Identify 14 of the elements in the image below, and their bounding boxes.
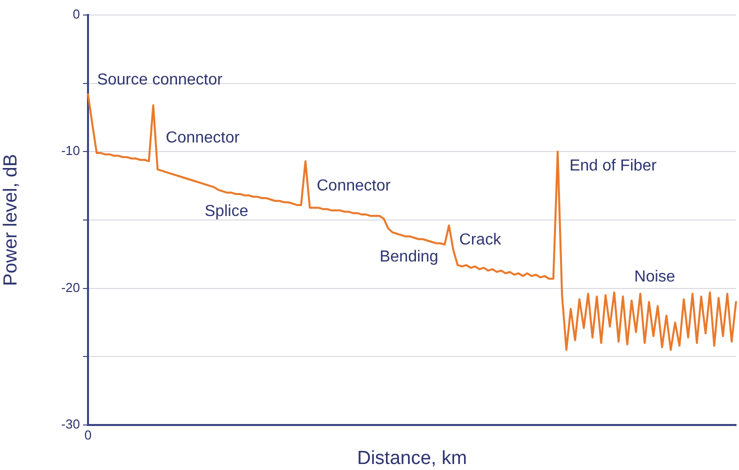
x-axis-title: Distance, km (357, 448, 467, 469)
y-tick-label: -20 (61, 280, 80, 295)
y-tick-label: -10 (61, 143, 80, 158)
annotation: End of Fiber (569, 157, 658, 174)
annotation: Crack (459, 231, 502, 248)
annotation: Bending (380, 248, 438, 266)
y-tick-label: 0 (72, 6, 80, 22)
y-axis-title: Power level, dB (0, 154, 22, 286)
annotation: Connector (316, 177, 392, 194)
annotation: Splice (204, 203, 248, 220)
y-tick-label: -30 (61, 416, 80, 432)
annotation: Connector (166, 129, 240, 146)
annotation: Noise (634, 268, 676, 286)
annotation: Source connector (97, 72, 224, 89)
